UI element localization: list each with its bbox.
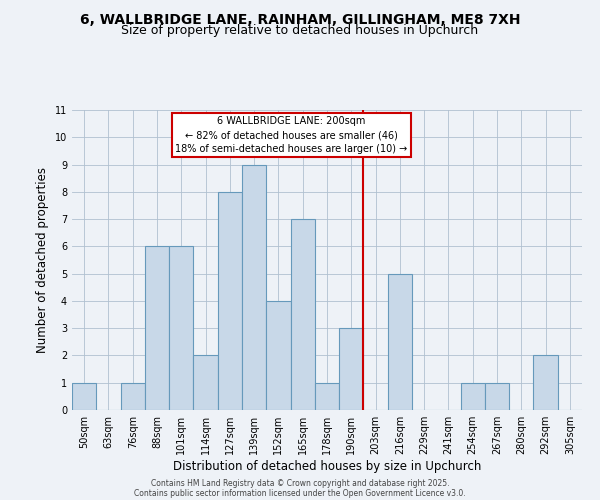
Text: Contains HM Land Registry data © Crown copyright and database right 2025.: Contains HM Land Registry data © Crown c… [151, 478, 449, 488]
Bar [193, 356, 218, 410]
Bar [315, 382, 339, 410]
Bar [290, 219, 315, 410]
Bar [145, 246, 169, 410]
Bar [339, 328, 364, 410]
X-axis label: Distribution of detached houses by size in Upchurch: Distribution of detached houses by size … [173, 460, 481, 473]
Y-axis label: Number of detached properties: Number of detached properties [37, 167, 49, 353]
Bar [461, 382, 485, 410]
Bar [121, 382, 145, 410]
Bar [218, 192, 242, 410]
Bar [72, 382, 96, 410]
Bar [533, 356, 558, 410]
Bar [169, 246, 193, 410]
Bar [242, 164, 266, 410]
Text: 6 WALLBRIDGE LANE: 200sqm
← 82% of detached houses are smaller (46)
18% of semi-: 6 WALLBRIDGE LANE: 200sqm ← 82% of detac… [175, 116, 407, 154]
Bar [485, 382, 509, 410]
Text: Size of property relative to detached houses in Upchurch: Size of property relative to detached ho… [121, 24, 479, 37]
Bar [266, 301, 290, 410]
Text: 6, WALLBRIDGE LANE, RAINHAM, GILLINGHAM, ME8 7XH: 6, WALLBRIDGE LANE, RAINHAM, GILLINGHAM,… [80, 12, 520, 26]
Text: Contains public sector information licensed under the Open Government Licence v3: Contains public sector information licen… [134, 488, 466, 498]
Bar [388, 274, 412, 410]
